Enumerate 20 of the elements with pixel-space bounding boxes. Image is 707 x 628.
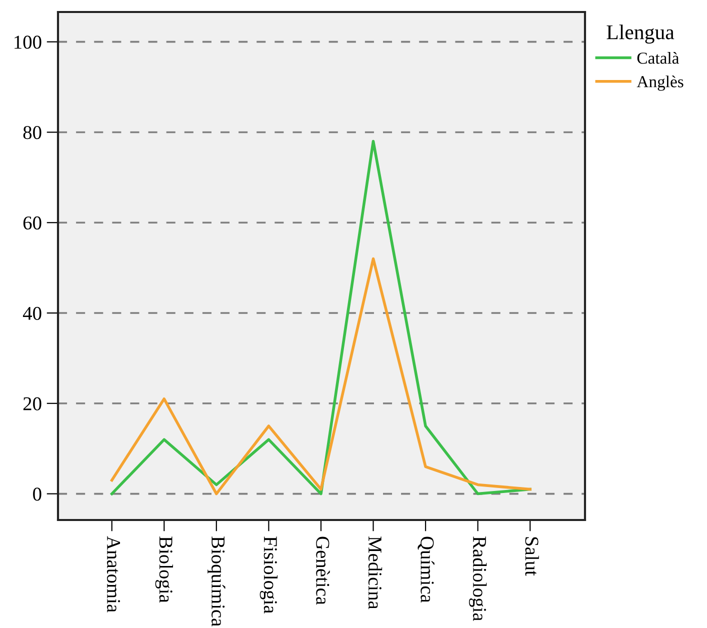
x-tick-label: Anatomia — [106, 536, 120, 612]
x-tick-label: Química — [418, 536, 434, 603]
y-tick-label: 100 — [14, 36, 42, 49]
x-tick-label: Biologia — [155, 536, 173, 603]
y-tick-label: 40 — [22, 306, 42, 320]
x-tick-label: Salut — [525, 537, 539, 576]
x-tick-label: Genètica — [316, 536, 330, 605]
line-series — [110, 140, 532, 496]
y-tick-label: 80 — [23, 126, 42, 140]
x-tick-label: Fisiologia — [260, 536, 278, 614]
x-tick-label: Radiologia — [468, 536, 487, 622]
x-tick-label: Medicina — [368, 536, 382, 610]
legend-label: Català — [637, 52, 680, 64]
x-tick-label: Bioquímica — [208, 536, 226, 626]
line-series — [110, 257, 532, 496]
legend-label: Anglès — [636, 76, 684, 91]
y-tick-label: 0 — [33, 488, 42, 501]
y-tick-label: 20 — [23, 397, 42, 410]
y-tick-label: 60 — [23, 216, 42, 230]
legend-title: Llengua — [606, 24, 674, 44]
